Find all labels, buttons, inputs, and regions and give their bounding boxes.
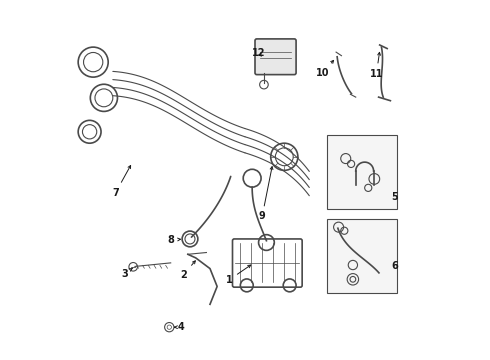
- Text: 2: 2: [180, 261, 196, 280]
- Text: 3: 3: [121, 268, 133, 279]
- Bar: [327, 219, 397, 293]
- Text: 10: 10: [316, 60, 334, 78]
- Text: 1: 1: [225, 265, 251, 285]
- Text: 4: 4: [174, 322, 185, 332]
- Text: 12: 12: [252, 48, 265, 58]
- Text: 11: 11: [370, 52, 383, 78]
- Text: 5: 5: [392, 192, 398, 202]
- Text: 6: 6: [392, 261, 398, 271]
- Text: 7: 7: [112, 166, 131, 198]
- Text: 8: 8: [167, 235, 180, 245]
- Text: 9: 9: [259, 167, 273, 221]
- FancyBboxPatch shape: [255, 39, 296, 75]
- Bar: [327, 135, 397, 208]
